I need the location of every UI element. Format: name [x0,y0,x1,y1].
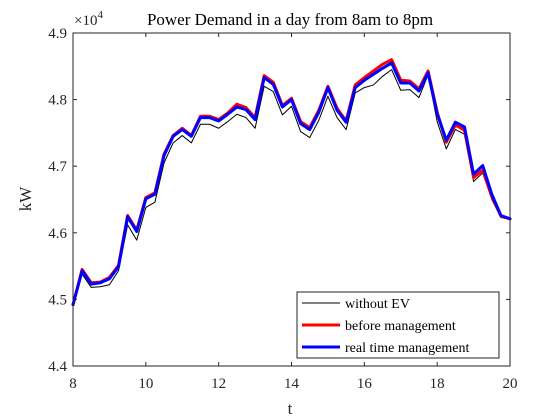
x-tick-label: 8 [69,376,77,392]
y-tick-label: 4.5 [48,292,67,308]
x-axis-label: t [288,399,293,418]
x-tick-label: 12 [211,376,226,392]
x-tick-label: 14 [284,376,300,392]
y-exponent-power: 4 [97,9,103,21]
x-tick-label: 18 [430,376,445,392]
y-tick-label: 4.9 [48,26,67,42]
y-axis-label: kW [16,186,35,212]
x-tick-label: 10 [138,376,153,392]
series-line-1 [72,69,511,307]
legend-label-2: before management [345,319,456,334]
series-line-3 [71,61,512,307]
legend: without EV before management real time man… [296,291,500,359]
y-tick-label: 4.8 [48,93,67,109]
y-tick-label: 4.4 [48,359,67,375]
chart-title: Power Demand in a day from 8am to 8pm [147,10,433,29]
y-tick-label: 4.6 [48,226,67,242]
x-tick-label: 20 [503,376,518,392]
y-exponent-base: ×10 [74,13,97,29]
legend-label-1: without EV [345,297,410,312]
y-exponent-label: ×104 [74,9,103,29]
plot-area: 8 10 12 14 16 18 20 4.4 4.5 4.6 4.7 4.8 4.9 [48,26,517,392]
y-tick-label: 4.7 [48,159,67,175]
legend-label-3: real time management [345,341,469,356]
x-tick-label: 16 [357,376,373,392]
